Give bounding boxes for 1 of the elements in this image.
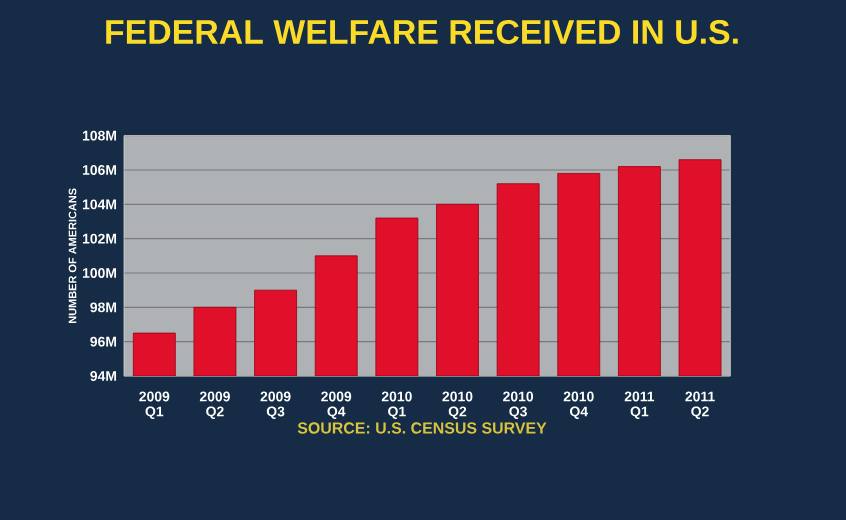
chart-title: FEDERAL WELFARE RECEIVED IN U.S. — [106, 20, 738, 44]
